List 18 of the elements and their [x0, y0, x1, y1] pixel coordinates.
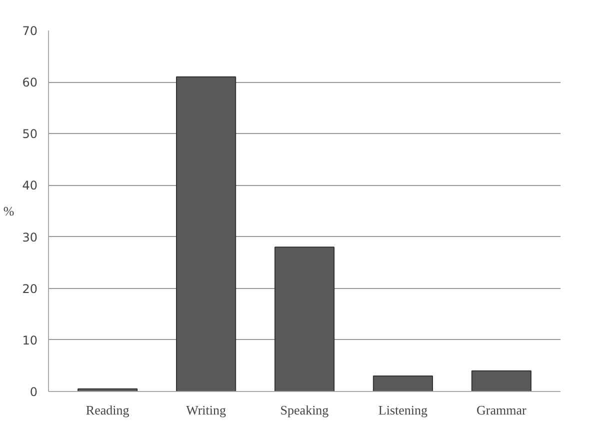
y-tick-label: 70 [22, 24, 38, 38]
bar [372, 376, 433, 392]
x-tick-label: Reading [86, 402, 130, 418]
y-axis-title: % [3, 204, 14, 218]
y-tick-label: 40 [22, 178, 38, 193]
x-tick-label: Grammar [476, 402, 527, 418]
bar [471, 370, 532, 392]
y-tick-label: 20 [22, 282, 38, 296]
bar [274, 246, 335, 392]
x-tick-label: Speaking [280, 402, 330, 418]
y-tick-label: 60 [22, 76, 38, 90]
y-tick-label: 10 [22, 333, 38, 348]
bar [176, 76, 236, 392]
y-tick-label: 30 [22, 230, 38, 244]
x-tick-label: Writing [186, 402, 226, 418]
x-tick-label: Listening [378, 402, 428, 418]
y-tick-label: 0 [30, 385, 38, 399]
y-tick-label: 50 [22, 127, 38, 142]
